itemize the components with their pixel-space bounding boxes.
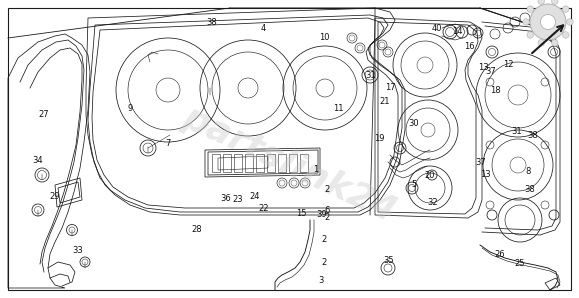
Text: 13: 13 xyxy=(480,170,490,179)
Text: 37: 37 xyxy=(475,158,486,167)
Circle shape xyxy=(527,6,533,12)
Text: 35: 35 xyxy=(384,256,394,265)
Circle shape xyxy=(567,19,573,25)
Text: 31: 31 xyxy=(365,72,376,80)
Circle shape xyxy=(538,40,544,46)
Text: partslink24: partslink24 xyxy=(178,101,402,229)
Circle shape xyxy=(527,32,533,38)
Text: 32: 32 xyxy=(428,198,438,207)
Text: 20: 20 xyxy=(424,171,435,180)
Text: 14: 14 xyxy=(452,27,463,36)
Circle shape xyxy=(563,6,569,12)
Text: 13: 13 xyxy=(478,63,489,72)
Circle shape xyxy=(538,0,544,4)
Text: 10: 10 xyxy=(319,33,329,42)
Text: 30: 30 xyxy=(409,119,419,128)
Circle shape xyxy=(540,14,556,30)
Text: 17: 17 xyxy=(386,83,396,92)
Text: 25: 25 xyxy=(515,259,525,268)
Text: 2: 2 xyxy=(321,258,327,267)
Text: 9: 9 xyxy=(127,104,133,113)
Circle shape xyxy=(552,0,558,4)
Text: 28: 28 xyxy=(192,225,202,234)
Text: 2: 2 xyxy=(321,235,327,244)
Text: 16: 16 xyxy=(464,42,474,51)
Text: 36: 36 xyxy=(221,194,231,203)
Text: 4: 4 xyxy=(261,24,266,33)
Text: 34: 34 xyxy=(32,156,43,165)
Text: 18: 18 xyxy=(490,86,500,95)
Text: 37: 37 xyxy=(486,67,496,76)
Text: 26: 26 xyxy=(494,250,505,259)
Text: 27: 27 xyxy=(38,110,49,119)
Text: 33: 33 xyxy=(73,246,83,255)
Text: 38: 38 xyxy=(206,18,217,27)
Text: 38: 38 xyxy=(527,131,538,140)
Text: 39: 39 xyxy=(316,210,327,219)
Circle shape xyxy=(552,40,558,46)
Text: 8: 8 xyxy=(525,167,531,176)
Text: 21: 21 xyxy=(380,97,390,106)
Text: 6: 6 xyxy=(324,206,330,215)
Text: 11: 11 xyxy=(334,104,344,113)
Text: 24: 24 xyxy=(250,192,260,201)
Text: 23: 23 xyxy=(232,195,243,204)
Text: 3: 3 xyxy=(318,276,324,285)
Circle shape xyxy=(523,19,529,25)
Text: 1: 1 xyxy=(313,165,318,174)
Text: 15: 15 xyxy=(296,209,306,218)
Text: 7: 7 xyxy=(165,139,171,148)
Circle shape xyxy=(563,32,569,38)
Text: 40: 40 xyxy=(432,24,442,33)
Text: 5: 5 xyxy=(411,180,417,189)
Text: 19: 19 xyxy=(374,134,384,143)
Text: 22: 22 xyxy=(258,204,269,213)
Text: 29: 29 xyxy=(50,192,60,201)
Text: 12: 12 xyxy=(503,60,514,69)
Text: 2: 2 xyxy=(324,185,330,194)
Text: 38: 38 xyxy=(525,185,535,194)
Circle shape xyxy=(530,4,566,40)
Text: 2: 2 xyxy=(324,213,330,222)
Text: 31: 31 xyxy=(511,127,522,136)
